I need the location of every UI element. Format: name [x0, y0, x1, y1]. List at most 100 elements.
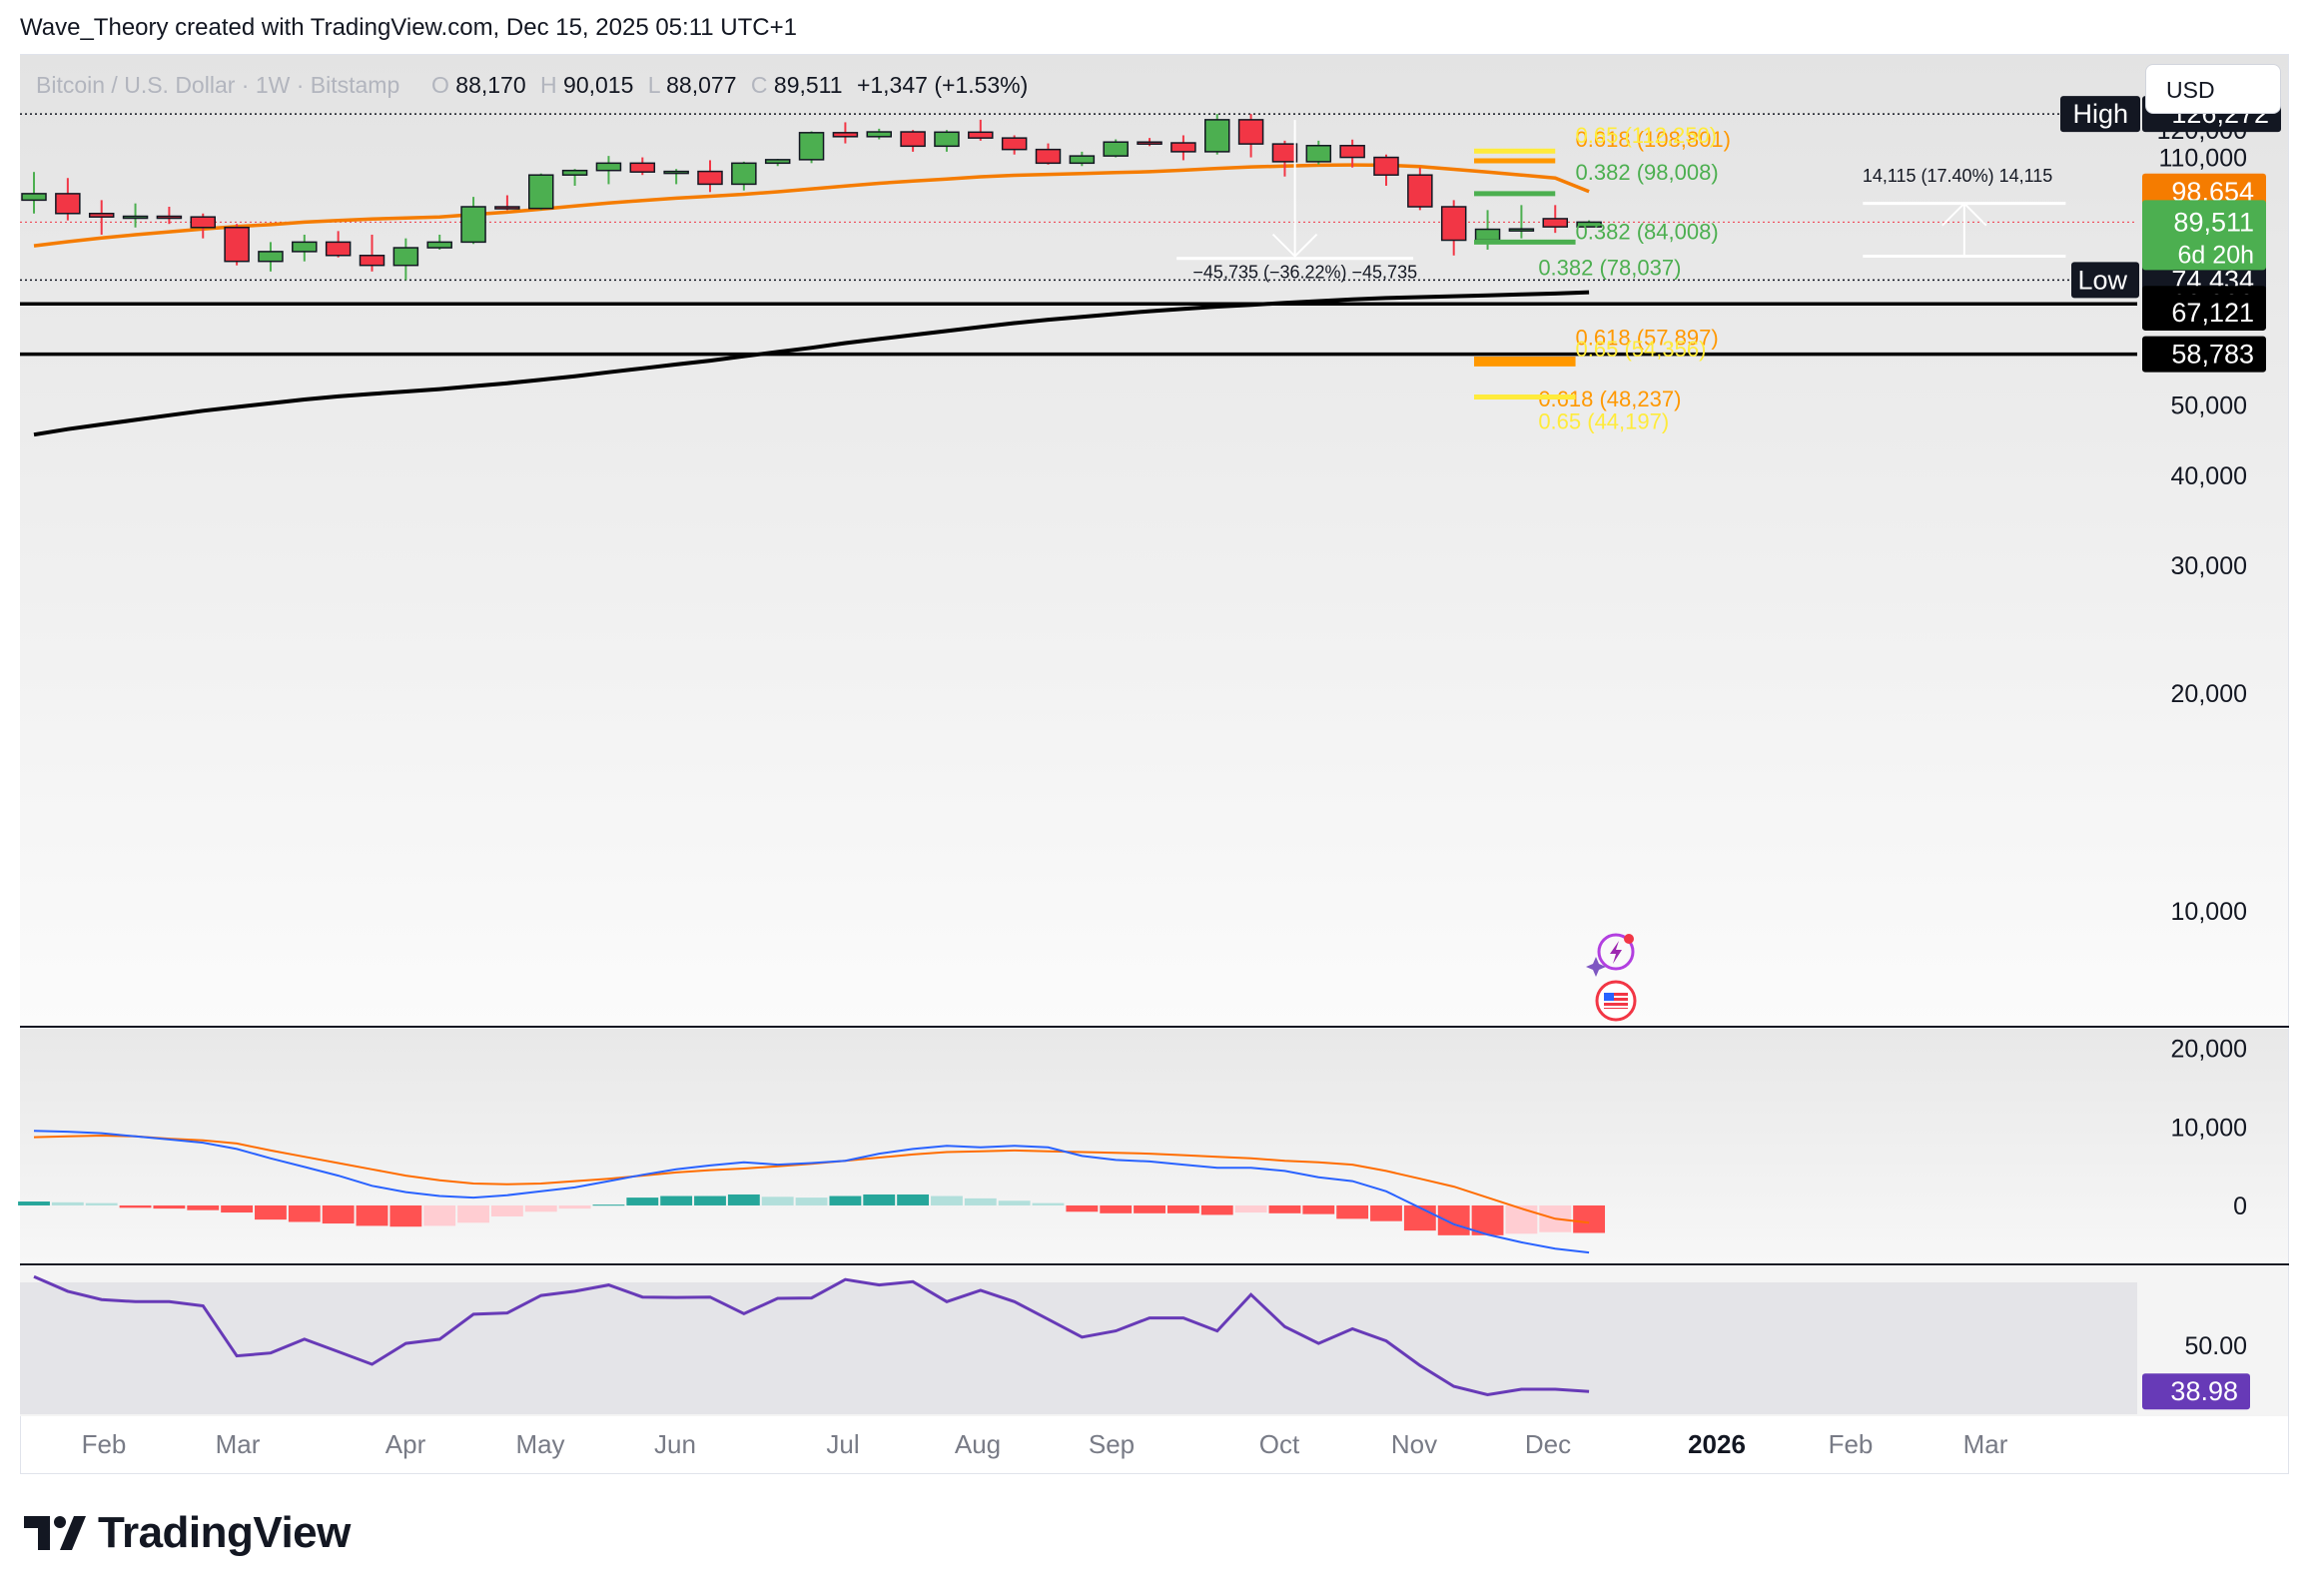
- price-candle[interactable]: [1035, 143, 1062, 165]
- price-candle[interactable]: [292, 234, 318, 262]
- ema-200-price-tag[interactable]: 67,121: [2142, 294, 2266, 331]
- price-candle[interactable]: [1508, 205, 1535, 239]
- price-candle[interactable]: [1103, 139, 1129, 158]
- macd-histogram-bar: [1336, 1204, 1369, 1219]
- candle-body: [1576, 221, 1602, 228]
- price-candle[interactable]: [494, 195, 520, 211]
- price-candle[interactable]: [968, 119, 994, 141]
- price-candle[interactable]: [190, 213, 216, 239]
- macd-pane-background: [20, 1029, 2288, 1264]
- price-candle[interactable]: [1271, 140, 1298, 177]
- macd-histogram-bar: [558, 1204, 591, 1209]
- price-candle[interactable]: [460, 197, 486, 245]
- time-axis-tick: Sep: [1089, 1429, 1135, 1459]
- price-candle[interactable]: [1576, 220, 1602, 228]
- macd-histogram-bar: [1134, 1204, 1165, 1213]
- price-candle[interactable]: [1542, 205, 1568, 234]
- macd-line[interactable]: [33, 1130, 1590, 1254]
- price-candle[interactable]: [528, 173, 554, 211]
- price-candle[interactable]: [1001, 135, 1028, 155]
- price-candle[interactable]: [1170, 135, 1196, 161]
- price-candle[interactable]: [55, 178, 81, 221]
- measure-down-arrowhead: [1271, 233, 1318, 258]
- candle-body: [88, 213, 115, 218]
- price-candle[interactable]: [156, 207, 183, 225]
- us-flag-event-icon[interactable]: [1595, 980, 1637, 1022]
- macd-histogram-bar: [761, 1197, 794, 1205]
- price-candle[interactable]: [1339, 139, 1365, 168]
- macd-histogram-bar: [863, 1194, 896, 1205]
- price-candle[interactable]: [1137, 138, 1162, 147]
- candle-body: [832, 132, 859, 138]
- price-candle[interactable]: [392, 238, 419, 281]
- price-candle[interactable]: [798, 131, 825, 164]
- measure-down-label: −45,735 (−36.22%) −45,735: [1192, 262, 1417, 282]
- price-candle[interactable]: [224, 224, 250, 266]
- candle-body: [258, 251, 284, 263]
- rsi-value-tag[interactable]: 38.98: [2142, 1373, 2250, 1410]
- price-candle[interactable]: [1407, 167, 1433, 211]
- macd-histogram-bar: [221, 1204, 254, 1213]
- candle-body: [325, 241, 352, 257]
- price-candle[interactable]: [1204, 114, 1230, 155]
- price-candle[interactable]: [1440, 200, 1467, 256]
- tradingview-logo: TradingView: [24, 1508, 351, 1558]
- price-candle[interactable]: [697, 160, 723, 193]
- macd-histogram-bar: [1302, 1204, 1335, 1214]
- price-candle[interactable]: [663, 169, 689, 185]
- price-candle[interactable]: [764, 158, 791, 167]
- ema-50-line[interactable]: [33, 163, 1590, 248]
- candle-body: [663, 170, 689, 175]
- fib-618-57897-label: 0.618 (57,897): [1576, 325, 1719, 350]
- level-58783-tag[interactable]: 58,783: [2142, 336, 2266, 373]
- price-candle[interactable]: [1305, 140, 1332, 165]
- price-candle[interactable]: [21, 172, 47, 214]
- macd-histogram-bar: [1166, 1204, 1199, 1213]
- price-candle[interactable]: [258, 242, 284, 272]
- price-candle[interactable]: [1069, 151, 1096, 167]
- macd-axis-tick: 10,000: [2171, 1114, 2247, 1142]
- macd-histogram-bar: [288, 1204, 321, 1222]
- macd-histogram-bar: [389, 1204, 422, 1227]
- fib-065-54356-label: 0.65 (54,356): [1576, 337, 1707, 362]
- currency-selector-button[interactable]: USD: [2145, 64, 2281, 114]
- price-candle[interactable]: [122, 203, 149, 228]
- macd-histogram-bar: [119, 1204, 152, 1208]
- candle-body: [1305, 145, 1332, 163]
- rsi-band: [20, 1282, 2137, 1414]
- price-candle[interactable]: [359, 234, 385, 272]
- low-label-tag[interactable]: Low: [2071, 262, 2139, 299]
- macd-histogram-bar: [1268, 1204, 1301, 1213]
- candle-body: [1440, 206, 1467, 242]
- candle-body: [494, 206, 520, 210]
- price-candle[interactable]: [88, 200, 115, 235]
- rsi-line[interactable]: [33, 1274, 1590, 1397]
- macd-histogram-bar: [1403, 1204, 1436, 1231]
- price-candle[interactable]: [866, 128, 892, 140]
- svg-text:89,511: 89,511: [2173, 207, 2254, 237]
- macd-histogram-bar: [423, 1204, 456, 1226]
- price-candle[interactable]: [1373, 154, 1399, 186]
- macd-histogram-bar: [694, 1196, 726, 1205]
- ema-200-line[interactable]: [33, 290, 1590, 437]
- price-candle[interactable]: [325, 231, 352, 258]
- time-axis-tick: Nov: [1391, 1429, 1437, 1459]
- price-candle[interactable]: [1237, 114, 1264, 158]
- macd-histogram-bar: [829, 1196, 862, 1205]
- price-candle[interactable]: [731, 161, 757, 191]
- time-axis-tick: Dec: [1525, 1429, 1571, 1459]
- lightning-alert-icon[interactable]: [1586, 933, 1635, 977]
- price-candle[interactable]: [426, 234, 452, 250]
- price-candle[interactable]: [900, 130, 926, 152]
- last-price-tag[interactable]: 89,511 6d 20h: [2142, 200, 2266, 271]
- macd-histogram-bar: [727, 1194, 760, 1205]
- price-candle[interactable]: [595, 156, 622, 185]
- price-candle[interactable]: [629, 157, 656, 176]
- macd-histogram-bar: [255, 1204, 287, 1220]
- high-label-tag[interactable]: High: [2060, 96, 2140, 133]
- legend-ohlc: O 88,170 H 90,015 L 88,077 C 89,511 +1,3…: [431, 72, 1028, 98]
- price-candle[interactable]: [934, 130, 960, 152]
- price-candle[interactable]: [561, 169, 588, 186]
- price-candle[interactable]: [832, 122, 859, 144]
